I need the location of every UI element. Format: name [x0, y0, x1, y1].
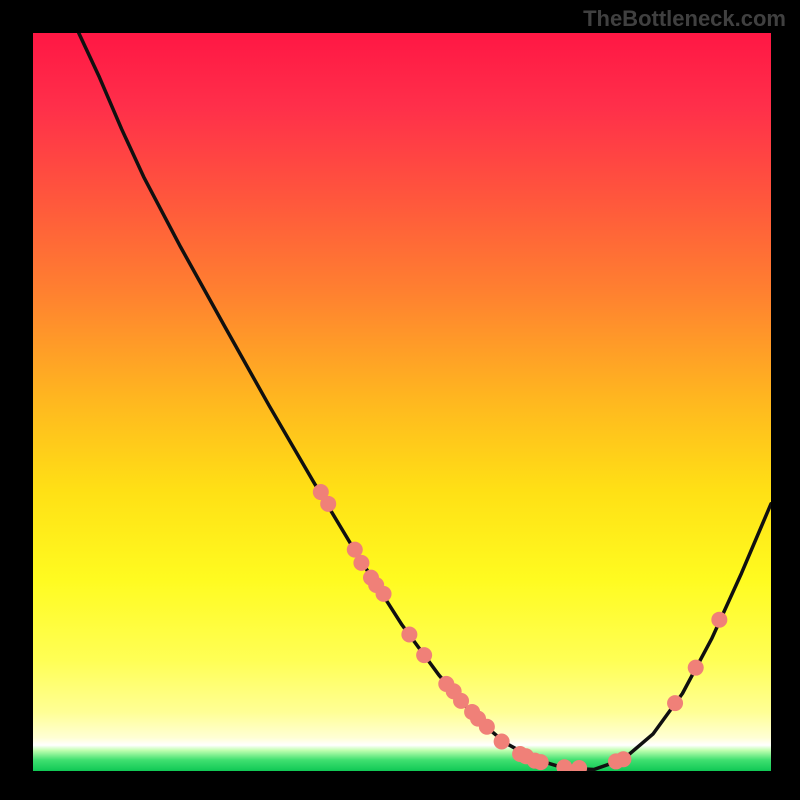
data-marker	[320, 496, 336, 512]
plot-area	[33, 33, 771, 771]
data-marker	[556, 759, 572, 771]
data-marker	[571, 760, 587, 771]
data-marker	[479, 719, 495, 735]
data-marker	[615, 751, 631, 767]
data-marker	[667, 695, 683, 711]
data-markers	[313, 484, 728, 771]
watermark-text: TheBottleneck.com	[583, 6, 786, 32]
data-marker	[688, 660, 704, 676]
curve-layer	[33, 33, 771, 771]
data-marker	[533, 754, 549, 770]
data-marker	[711, 612, 727, 628]
data-marker	[494, 733, 510, 749]
data-marker	[416, 647, 432, 663]
data-marker	[401, 626, 417, 642]
data-marker	[353, 555, 369, 571]
data-marker	[376, 586, 392, 602]
